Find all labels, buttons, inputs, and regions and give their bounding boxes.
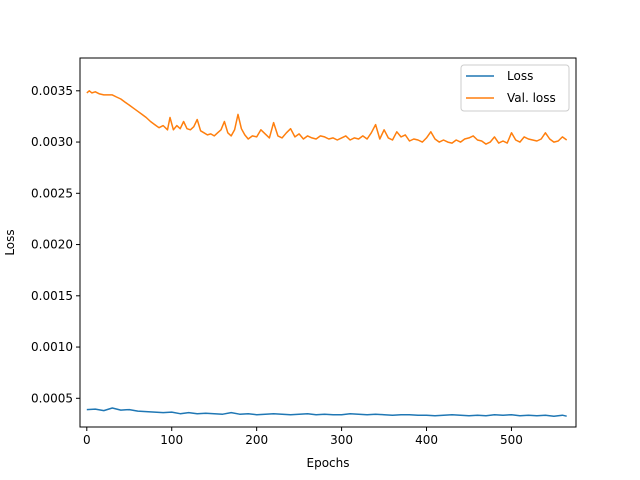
- y-tick-label: 0.0025: [31, 186, 73, 200]
- x-tick-label: 0: [83, 433, 91, 447]
- y-tick-label: 0.0035: [31, 84, 73, 98]
- x-tick-label: 400: [415, 433, 438, 447]
- plot-frame: [79, 57, 577, 428]
- series-line-val-loss: [86, 90, 568, 145]
- y-tick-label: 0.0015: [31, 289, 73, 303]
- series-line-loss: [86, 407, 567, 417]
- y-axis-label: Loss: [3, 229, 17, 255]
- legend-label: Val. loss: [507, 91, 556, 105]
- x-axis-ticks: 0 100 200 300 400 500: [83, 427, 523, 447]
- y-tick-label: 0.0005: [31, 391, 73, 405]
- x-tick-label: 100: [160, 433, 183, 447]
- legend-label: Loss: [507, 69, 533, 83]
- y-axis-ticks: 0.0005 0.0010 0.0015 0.0020 0.0025 0.0030 0.00…: [31, 84, 80, 405]
- y-tick-label: 0.0010: [31, 340, 73, 354]
- x-axis-label: Epochs: [307, 456, 350, 470]
- y-tick-label: 0.0020: [31, 238, 73, 252]
- x-tick-label: 200: [245, 433, 268, 447]
- x-tick-label: 300: [330, 433, 353, 447]
- y-tick-label: 0.0030: [31, 135, 73, 149]
- series-lines: [86, 90, 568, 417]
- x-tick-label: 500: [500, 433, 523, 447]
- legend: Loss Val. loss: [460, 64, 570, 112]
